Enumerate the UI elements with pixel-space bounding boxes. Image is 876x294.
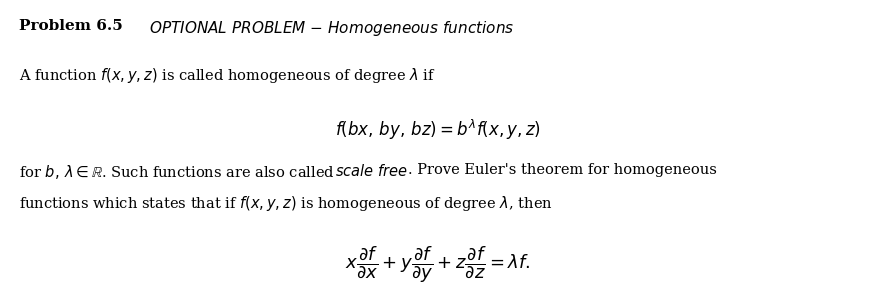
Text: for $b,\, \lambda \in \mathbb{R}$. Such functions are also called: for $b,\, \lambda \in \mathbb{R}$. Such … (19, 163, 336, 181)
Text: . Prove Euler's theorem for homogeneous: . Prove Euler's theorem for homogeneous (408, 163, 717, 177)
Text: $\mathit{scale\ free}$: $\mathit{scale\ free}$ (336, 163, 408, 179)
Text: $f(bx,\, by,\, bz) = b^\lambda f(x, y, z)$: $f(bx,\, by,\, bz) = b^\lambda f(x, y, z… (335, 118, 541, 142)
Text: $x\dfrac{\partial f}{\partial x} + y\dfrac{\partial f}{\partial y} + z\dfrac{\pa: $x\dfrac{\partial f}{\partial x} + y\dfr… (345, 244, 531, 285)
Text: $\mathit{OPTIONAL\ PROBLEM}$$\ \mathit{-\ Homogeneous\ functions}$: $\mathit{OPTIONAL\ PROBLEM}$$\ \mathit{-… (149, 19, 514, 38)
Text: A function $f(x, y, z)$ is called homogeneous of degree $\lambda$ if: A function $f(x, y, z)$ is called homoge… (19, 66, 436, 85)
Text: functions which states that if $f(x, y, z)$ is homogeneous of degree $\lambda$, : functions which states that if $f(x, y, … (19, 194, 553, 213)
Text: Problem 6.5: Problem 6.5 (19, 19, 123, 33)
